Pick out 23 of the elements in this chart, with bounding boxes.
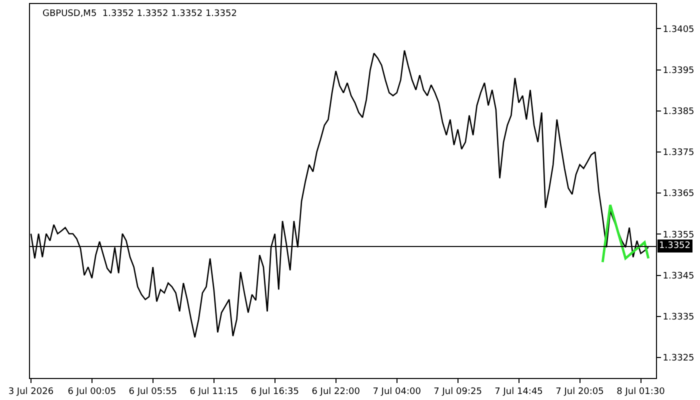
x-tick-label: 6 Jul 16:35 — [250, 386, 299, 397]
x-tick-label: 7 Jul 14:45 — [494, 386, 543, 397]
y-tick-label: 1.3385 — [662, 107, 694, 118]
ref-line-label: 1.3352 — [659, 241, 690, 251]
text: GBPUSD,M5 1.3352 1.3352 1.3352 1.3352 — [42, 8, 237, 19]
y-tick-label: 1.3405 — [662, 24, 694, 35]
x-tick-label: 6 Jul 05:55 — [128, 386, 178, 397]
y-tick-label: 1.3395 — [662, 66, 694, 76]
x-tick-label: 7 Jul 04:00 — [372, 386, 422, 397]
y-tick-label: 1.3345 — [662, 271, 694, 282]
x-tick-label: 6 Jul 11:15 — [190, 386, 238, 397]
x-tick-label: 7 Jul 20:05 — [556, 386, 604, 397]
x-tick-label: 7 Jul 09:25 — [434, 386, 482, 397]
x-tick-label: 6 Jul 00:05 — [68, 386, 116, 397]
y-tick-label: 1.3355 — [662, 230, 694, 240]
y-tick-label: 1.3335 — [662, 312, 694, 322]
y-tick-label: 1.3325 — [662, 354, 694, 364]
x-tick-label: 3 Jul 2026 — [8, 386, 54, 397]
x-tick-label: 8 Jul 01:30 — [616, 386, 666, 397]
y-tick-label: 1.3375 — [662, 148, 694, 158]
x-tick-label: 6 Jul 22:00 — [312, 386, 360, 397]
line-series — [601, 204, 650, 264]
y-tick-label: 1.3365 — [662, 189, 694, 200]
